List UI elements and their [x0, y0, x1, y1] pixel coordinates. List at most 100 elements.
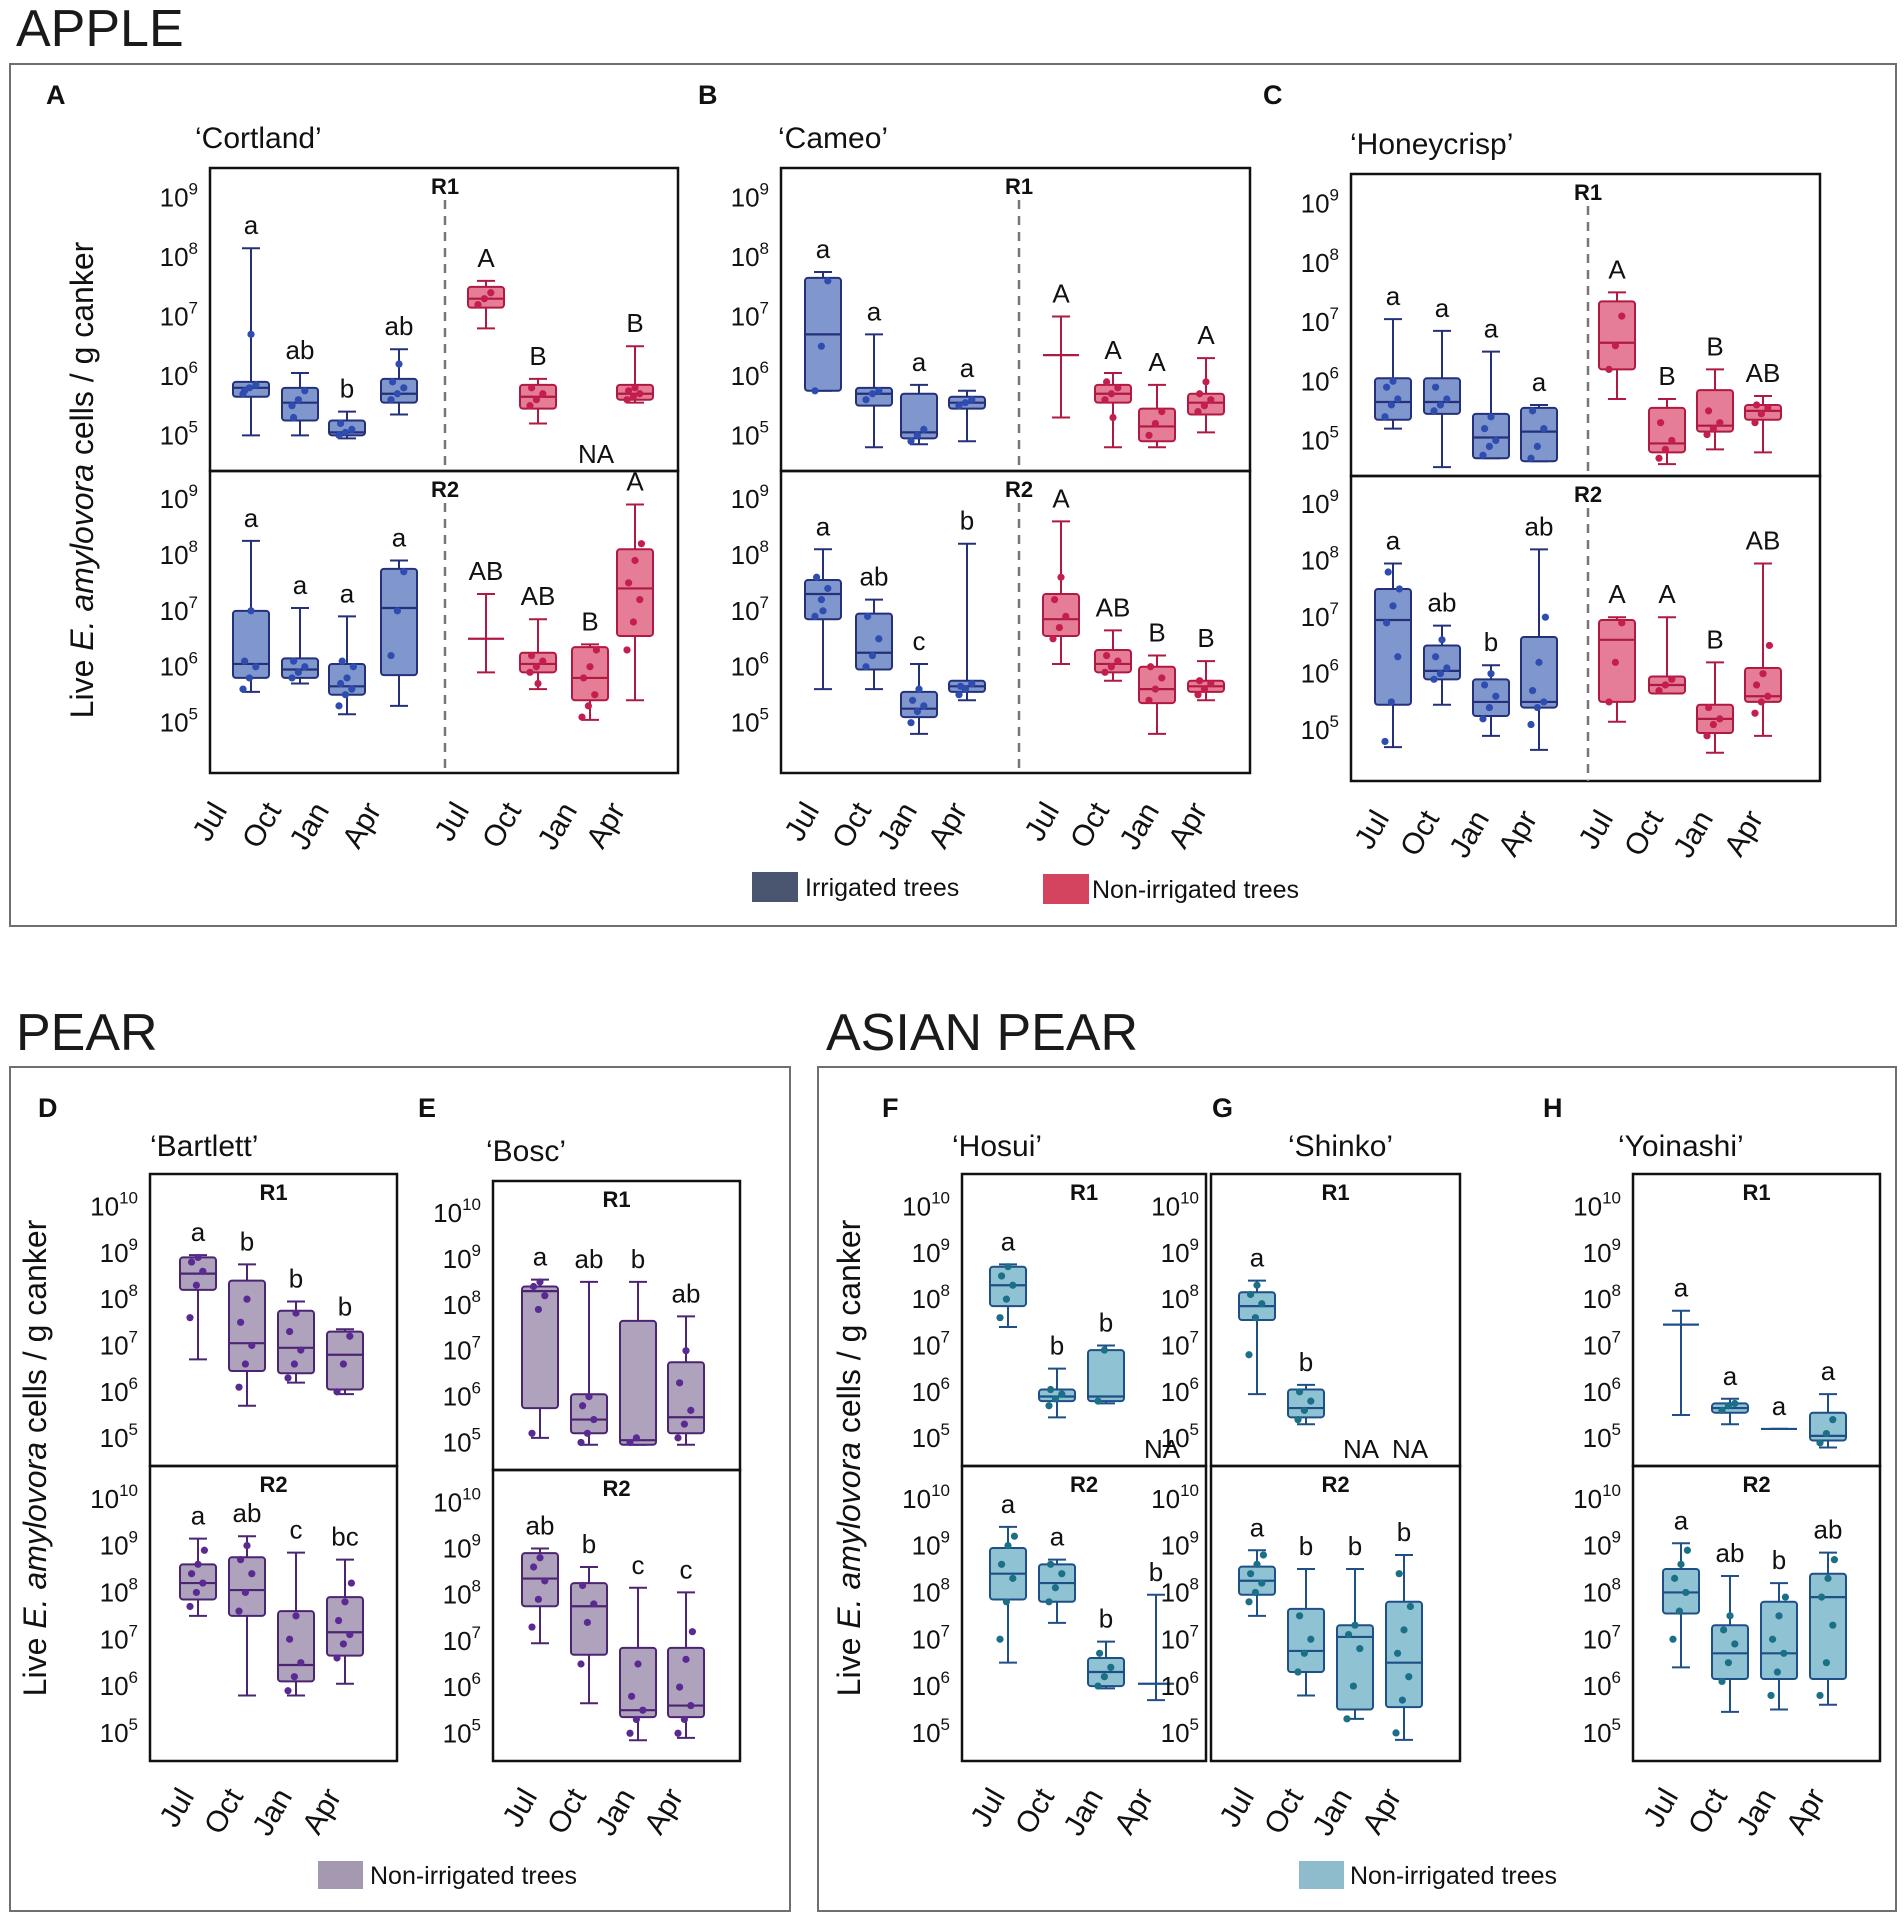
significance-letter: A [1197, 320, 1215, 350]
data-point [1818, 1593, 1826, 1601]
data-point [288, 402, 296, 410]
data-point [1769, 1635, 1777, 1643]
data-point [1207, 679, 1215, 688]
box-jul: ab [521, 1511, 559, 1645]
data-point [284, 1687, 292, 1695]
data-point [1200, 685, 1208, 693]
iqr-box [1662, 1568, 1700, 1615]
data-point [1724, 1402, 1732, 1410]
data-point [1765, 641, 1773, 650]
data-point [913, 431, 922, 439]
box-oct: b [1038, 1331, 1076, 1419]
box-apr: AB [1744, 358, 1782, 454]
y-tick-label: 106 [100, 1668, 138, 1701]
iqr-box [326, 1596, 364, 1657]
month-label-jul: Jul [496, 1783, 544, 1833]
box-oct: b [1287, 1531, 1325, 1697]
data-point [335, 702, 343, 710]
data-point [1381, 737, 1389, 746]
data-point [1716, 715, 1724, 723]
y-tick-label: 105 [160, 705, 198, 738]
data-point [393, 607, 401, 615]
data-point [301, 663, 309, 671]
significance-letter: B [529, 341, 546, 371]
data-point [583, 1618, 592, 1627]
data-point [241, 387, 249, 395]
data-point [577, 1660, 585, 1668]
significance-letter: ab [385, 311, 414, 341]
replicate-label: R2 [1070, 1472, 1098, 1497]
data-point [343, 674, 351, 682]
y-tick-label: 109 [160, 180, 198, 213]
iqr-box [228, 1279, 266, 1372]
data-point [623, 396, 631, 404]
data-point [955, 402, 963, 410]
data-point [957, 682, 965, 690]
data-point [1247, 1290, 1255, 1299]
significance-letter: c [632, 1550, 645, 1580]
significance-letter: ab [526, 1511, 555, 1541]
data-point [585, 1393, 593, 1401]
data-point [1655, 454, 1663, 462]
month-label-apr: Apr [580, 797, 632, 854]
data-point [1757, 410, 1765, 418]
data-point [245, 674, 253, 682]
data-point [1387, 698, 1395, 706]
data-point [811, 612, 819, 621]
y-tick-label: 108 [1161, 1574, 1199, 1607]
data-point [968, 679, 976, 688]
data-point [909, 696, 917, 704]
plot-frame-r2 [1631, 1464, 1882, 1763]
data-point [625, 579, 633, 587]
legend-swatch-irrigated [752, 872, 798, 902]
y-tick-label: 107 [912, 1327, 950, 1360]
box-jul: a [232, 503, 270, 693]
data-point [1300, 1406, 1308, 1414]
data-point [536, 1554, 544, 1562]
box-oct: a [1423, 293, 1461, 469]
box-jan: B [1696, 331, 1734, 451]
month-label-jul: Jul [1213, 1783, 1261, 1833]
data-point [862, 663, 870, 671]
iqr-box [1087, 1349, 1125, 1403]
y-tick-label: 105 [1301, 712, 1339, 745]
data-point [347, 1579, 355, 1587]
box-oct: AB [519, 581, 557, 691]
data-point [199, 1579, 207, 1587]
data-point [192, 1588, 200, 1597]
data-point [290, 413, 298, 422]
data-point [1716, 419, 1724, 427]
data-point [1394, 395, 1402, 403]
box-jan: b [1087, 1307, 1125, 1405]
month-label-jan: Jan [871, 797, 924, 855]
iqr-box [1042, 593, 1080, 637]
data-point [1094, 1682, 1102, 1690]
y-tick-label: 108 [100, 1574, 138, 1607]
data-point [534, 679, 542, 688]
data-point [1668, 436, 1676, 445]
box-jan: A [1138, 347, 1176, 449]
box-jul: a [989, 1489, 1027, 1664]
replicate-label: R2 [602, 1476, 630, 1501]
data-point [541, 1577, 549, 1585]
y-tick-label: 109 [160, 481, 198, 514]
box-jul: A [1042, 483, 1080, 665]
data-point [632, 1434, 641, 1442]
y-tick-label: 108 [443, 1287, 481, 1320]
data-point [913, 707, 922, 716]
data-point [248, 1570, 256, 1578]
data-point [1300, 1649, 1308, 1657]
significance-letter: a [191, 1217, 206, 1247]
box-apr: NA [1144, 1434, 1181, 1464]
data-point [682, 1655, 690, 1663]
data-point [237, 1556, 245, 1564]
y-tick-label: 107 [160, 593, 198, 626]
month-label-apr: Apr [1162, 797, 1214, 854]
data-point [1251, 1314, 1259, 1322]
data-point [1485, 703, 1493, 712]
significance-letter: b [1348, 1531, 1362, 1561]
data-point [341, 428, 349, 436]
significance-letter: b [289, 1263, 303, 1293]
replicate-label: R2 [259, 1472, 287, 1497]
data-point [400, 384, 408, 392]
